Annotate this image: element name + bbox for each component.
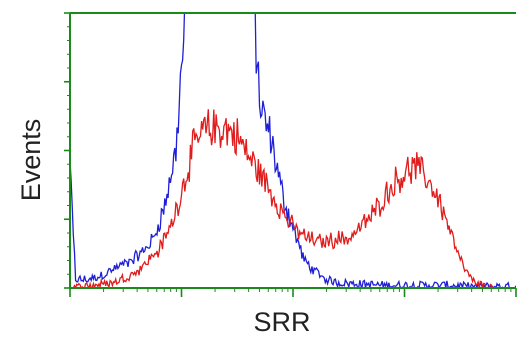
y-axis-label: Events xyxy=(16,119,46,202)
series-line-1 xyxy=(70,13,516,288)
series-line-2 xyxy=(70,109,516,288)
x-axis-label: SRR xyxy=(253,307,310,337)
x-axis-ticks xyxy=(69,288,517,297)
plot-area xyxy=(69,12,516,289)
y-axis-ticks xyxy=(64,12,70,289)
